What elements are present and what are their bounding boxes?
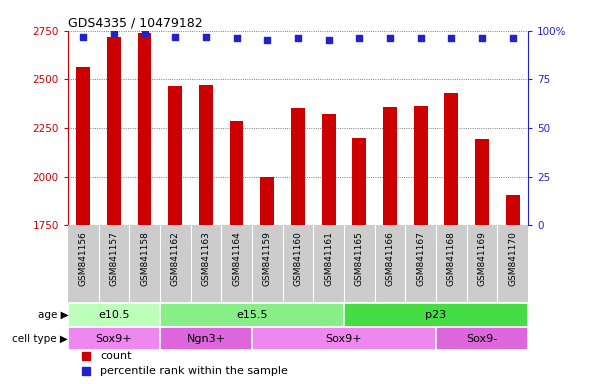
Bar: [506, 195, 520, 225]
Text: percentile rank within the sample: percentile rank within the sample: [100, 366, 288, 376]
Text: GSM841161: GSM841161: [324, 231, 333, 286]
Text: p23: p23: [425, 310, 447, 320]
Text: GSM841169: GSM841169: [477, 231, 487, 286]
Bar: [344, 303, 528, 327]
Point: [508, 35, 517, 41]
Bar: [68, 327, 160, 350]
Point: [232, 35, 241, 41]
Point: [78, 33, 88, 40]
Text: GSM841162: GSM841162: [171, 231, 180, 286]
Text: Sox9+: Sox9+: [326, 334, 362, 344]
Text: Sox9+: Sox9+: [96, 334, 132, 344]
Text: count: count: [100, 351, 132, 361]
Point: [201, 33, 211, 40]
Point: [109, 30, 119, 36]
Text: GSM841167: GSM841167: [416, 231, 425, 286]
Text: e15.5: e15.5: [236, 310, 268, 320]
Bar: [291, 108, 305, 225]
Bar: [322, 114, 336, 225]
Text: age ▶: age ▶: [38, 310, 68, 320]
Bar: [260, 177, 274, 225]
Point: [324, 37, 333, 43]
Text: GSM841165: GSM841165: [355, 231, 364, 286]
Bar: [76, 67, 90, 225]
Bar: [230, 121, 244, 225]
Point: [171, 33, 180, 40]
Text: GSM841156: GSM841156: [78, 231, 88, 286]
Text: GSM841160: GSM841160: [293, 231, 303, 286]
Bar: [168, 86, 182, 225]
Text: GSM841163: GSM841163: [201, 231, 211, 286]
Point: [140, 30, 149, 36]
Text: Sox9-: Sox9-: [467, 334, 497, 344]
Text: e10.5: e10.5: [98, 310, 130, 320]
Point: [355, 35, 364, 41]
Text: GSM841157: GSM841157: [109, 231, 119, 286]
Bar: [199, 85, 213, 225]
Bar: [160, 327, 252, 350]
Point: [263, 37, 272, 43]
Bar: [68, 303, 160, 327]
Text: GSM841170: GSM841170: [508, 231, 517, 286]
Bar: [436, 327, 528, 350]
Text: GDS4335 / 10479182: GDS4335 / 10479182: [68, 17, 202, 30]
Bar: [107, 36, 121, 225]
Text: GSM841166: GSM841166: [385, 231, 395, 286]
Bar: [252, 327, 436, 350]
Bar: [444, 93, 458, 225]
Text: cell type ▶: cell type ▶: [12, 334, 68, 344]
Bar: [414, 106, 428, 225]
Bar: [137, 33, 152, 225]
Text: GSM841168: GSM841168: [447, 231, 456, 286]
Text: GSM841164: GSM841164: [232, 231, 241, 286]
Point: [477, 35, 487, 41]
Point: [416, 35, 425, 41]
Point: [447, 35, 456, 41]
Bar: [383, 106, 397, 225]
Text: GSM841159: GSM841159: [263, 231, 272, 286]
Text: GSM841158: GSM841158: [140, 231, 149, 286]
Point: [293, 35, 303, 41]
Point: [385, 35, 395, 41]
Text: Ngn3+: Ngn3+: [186, 334, 225, 344]
Bar: [475, 139, 489, 225]
Bar: [352, 137, 366, 225]
Bar: [160, 303, 344, 327]
